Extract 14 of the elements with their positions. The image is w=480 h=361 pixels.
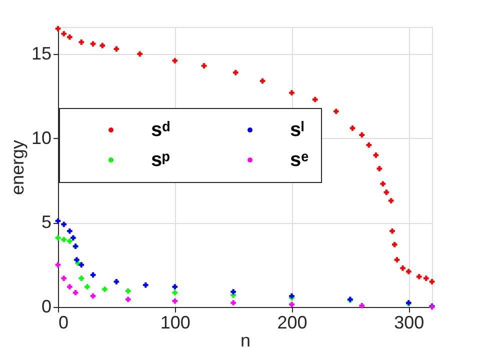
- legend-label: sᵉ: [290, 149, 310, 171]
- y-tick-label: 0: [41, 296, 52, 316]
- x-tick-label: 0: [58, 312, 69, 332]
- x-tick-label: 300: [394, 312, 424, 332]
- x-tick-label: 100: [160, 312, 190, 332]
- x-axis-title: n: [240, 330, 251, 350]
- x-tick-label: 200: [277, 312, 308, 332]
- legend-label: sᵖ: [151, 149, 170, 171]
- y-axis-title: energy: [7, 140, 28, 196]
- y-tick-label: 5: [41, 212, 52, 232]
- y-tick-label: 15: [31, 43, 52, 64]
- legend-label: sˡ: [290, 119, 304, 141]
- y-tick-label: 10: [31, 128, 52, 148]
- legend-label: sᵈ: [151, 119, 170, 141]
